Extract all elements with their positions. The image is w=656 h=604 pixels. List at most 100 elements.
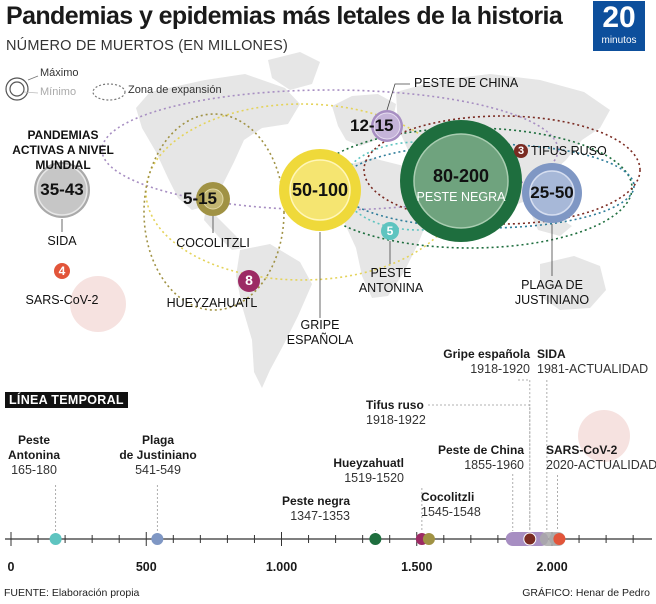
bubble-tifus xyxy=(514,144,528,158)
timeline-tick-label: 1.000 xyxy=(265,560,298,574)
timeline-dot-tifus xyxy=(523,532,537,546)
leader-lines xyxy=(61,83,553,318)
event-sars-name: SARS-CoV-2 xyxy=(546,443,618,457)
timeline-tick-label: 2.000 xyxy=(536,560,568,574)
event-gripe: Gripe española 1918-1920 xyxy=(426,347,530,377)
bubble-cocoliztli-min xyxy=(202,188,224,210)
event-peste-china: Peste de China 1855-1960 xyxy=(424,443,524,473)
legend-graphic xyxy=(5,75,126,101)
footer-credit: GRÁFICO: Henar de Pedro xyxy=(522,587,650,599)
cocoliztli-value: 5-15 xyxy=(182,189,218,208)
timeline-dot-antonina xyxy=(49,533,62,545)
timeline-dot-sars xyxy=(553,533,566,545)
peste-china-value: 12-15 xyxy=(350,116,394,135)
bubble-sida-min xyxy=(36,164,88,216)
event-peste-china-range: 1855-1960 xyxy=(464,458,524,472)
hueyzahuatl-label: HUEYZAHUATL xyxy=(166,296,258,310)
tifus-value: 3 xyxy=(517,145,525,157)
legend-zone-label: Zona de expansión xyxy=(128,84,222,96)
timeline-title: LÍNEA TEMPORAL xyxy=(5,392,128,408)
timeline-dot-plaga xyxy=(151,533,164,545)
legend-zone-icon xyxy=(92,83,126,101)
event-plaga: Plaga de Justiniano 541-549 xyxy=(110,433,206,478)
legend-min-circle xyxy=(9,81,25,97)
bubble-peste-china-min xyxy=(373,112,401,140)
legend-min-label: Mínimo xyxy=(40,86,77,98)
event-antonina: Peste Antonina 165-180 xyxy=(4,433,64,478)
event-cocoliztli-name: Cocolitzli xyxy=(421,490,475,504)
map-central-america xyxy=(204,206,244,250)
timeline-marks xyxy=(49,532,566,546)
gripe-label: GRIPE ESPAÑOLA xyxy=(286,318,354,347)
plaga-value: 25-50 xyxy=(530,183,574,202)
event-gripe-name: Gripe española xyxy=(443,347,530,361)
map-south-america xyxy=(236,244,312,388)
peste-china-label: PESTE DE CHINA xyxy=(414,76,519,90)
page-subtitle: NÚMERO DE MUERTOS (EN MILLONES) xyxy=(6,38,289,54)
timeline-leaders xyxy=(55,379,558,531)
timeline-dot-peste-negra xyxy=(369,533,382,545)
map-north-america xyxy=(136,74,300,210)
bubble-antonina xyxy=(381,222,399,240)
event-peste-negra: Peste negra 1347-1353 xyxy=(240,494,350,524)
event-antonina-range: 165-180 xyxy=(11,463,57,477)
bubble-plaga-min xyxy=(529,170,575,216)
virus-decorations xyxy=(70,276,630,462)
map-greenland xyxy=(268,52,320,90)
event-sars-range: 2020-ACTUALIDAD xyxy=(546,458,656,472)
event-cocoliztli: Cocolitzli 1545-1548 xyxy=(421,490,491,520)
event-peste-negra-range: 1347-1353 xyxy=(290,509,350,523)
event-sars: SARS-CoV-2 2020-ACTUALIDAD xyxy=(546,443,656,473)
bubbles xyxy=(34,110,582,292)
antonina-label: PESTE ANTONINA xyxy=(358,266,424,295)
timeline-tick-label: 0 xyxy=(7,560,15,574)
tifus-label: TIFUS RUSO xyxy=(531,144,607,158)
leader-peste-china xyxy=(386,83,410,111)
bubble-peste-negra-min xyxy=(413,133,509,229)
event-hueyzahuatl-range: 1519-1520 xyxy=(344,471,404,485)
virus-icon-right xyxy=(578,410,630,462)
bubble-gripe-min xyxy=(289,159,351,221)
legend-max-label: Máximo xyxy=(40,67,79,79)
logo-text: minutos xyxy=(601,35,637,46)
event-hueyzahuatl-name: Hueyzahuatl xyxy=(333,456,404,470)
event-peste-china-name: Peste de China xyxy=(437,443,524,457)
peste-negra-value: 80-200 xyxy=(432,166,490,186)
event-antonina-name: Peste Antonina xyxy=(8,433,60,462)
event-tifus: Tifus ruso 1918-1922 xyxy=(366,398,446,428)
timeline-dot-cocoliztli xyxy=(422,533,435,545)
plaga-label: PLAGA DE JUSTINIANO xyxy=(514,278,590,307)
timeline-tick-label: 500 xyxy=(135,560,157,574)
zone-cocoliztli xyxy=(143,113,285,311)
logo-number: 20 xyxy=(602,1,636,34)
event-sida: SIDA 1981-ACTUALIDAD xyxy=(537,347,653,377)
bubble-hueyzahuatl xyxy=(238,270,260,292)
sida-label: SIDA xyxy=(47,234,77,248)
active-pandemics-label: PANDEMIAS ACTIVAS A NIVEL MUNDIAL xyxy=(12,128,114,172)
peste-negra-label: PESTE NEGRA xyxy=(416,190,506,204)
event-hueyzahuatl: Hueyzahuatl 1519-1520 xyxy=(318,456,404,486)
page-title: Pandemias y epidemias más letales de la … xyxy=(6,2,563,30)
footer-source: FUENTE: Elaboración propia xyxy=(4,587,140,599)
gripe-value: 50-100 xyxy=(291,180,349,200)
legend-min-line xyxy=(23,91,39,94)
event-cocoliztli-range: 1545-1548 xyxy=(421,505,481,519)
sars-value: 4 xyxy=(58,264,66,278)
event-plaga-range: 541-549 xyxy=(135,463,181,477)
event-tifus-name: Tifus ruso xyxy=(366,398,424,412)
virus-icon-left xyxy=(70,276,126,332)
world-map xyxy=(136,52,610,388)
timeline-dot-peste-china xyxy=(506,533,519,545)
map-australia xyxy=(540,256,606,310)
event-plaga-name: Plaga de Justiniano xyxy=(119,433,197,462)
cocoliztli-label: COCOLITZLI xyxy=(176,236,250,250)
legend-max-line xyxy=(27,75,39,81)
sida-value: 35-43 xyxy=(40,180,84,199)
zone-tifus xyxy=(363,115,641,225)
event-sida-name: SIDA xyxy=(537,347,566,361)
event-sida-range: 1981-ACTUALIDAD xyxy=(537,362,649,376)
timeline-tick-label: 1.500 xyxy=(401,560,433,574)
event-tifus-range: 1918-1922 xyxy=(366,413,426,427)
event-peste-negra-name: Peste negra xyxy=(281,494,350,508)
